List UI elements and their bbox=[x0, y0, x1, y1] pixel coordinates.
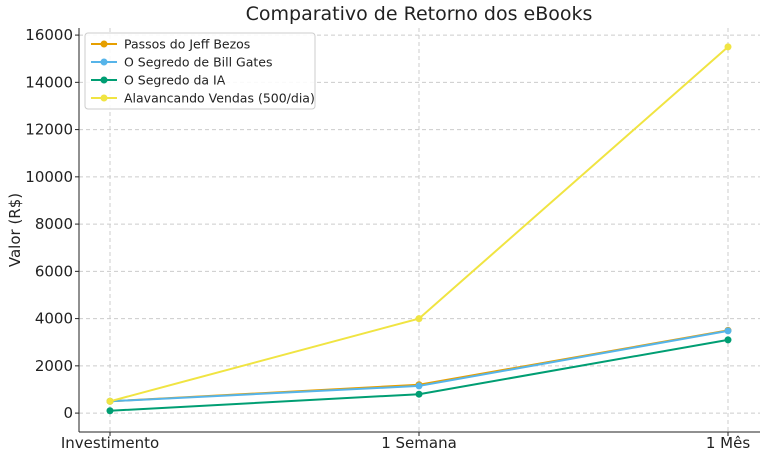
legend-swatch-marker bbox=[100, 76, 108, 84]
x-tick-label: Investimento bbox=[61, 434, 159, 452]
y-tick-label: 16000 bbox=[25, 26, 73, 44]
x-tick-labels: Investimento 1 Semana 1 Mês bbox=[61, 432, 750, 452]
y-tick-label: 14000 bbox=[25, 73, 73, 91]
legend-box bbox=[84, 32, 316, 110]
y-tick-label: 0 bbox=[63, 404, 73, 422]
legend-swatch-marker bbox=[100, 40, 108, 48]
legend-entry-label: Alavancando Vendas (500/dia) bbox=[124, 91, 315, 106]
data-point bbox=[724, 43, 732, 51]
data-point bbox=[724, 327, 732, 335]
chart-title: Comparativo de Retorno dos eBooks bbox=[246, 3, 593, 25]
y-tick-label: 10000 bbox=[25, 168, 73, 186]
legend: Passos do Jeff Bezos O Segredo de Bill Ga… bbox=[84, 32, 316, 110]
legend-swatch-marker bbox=[100, 58, 108, 66]
legend-swatch-marker bbox=[100, 94, 108, 102]
y-axis-label: Valor (R$) bbox=[6, 193, 24, 267]
y-tick-label: 2000 bbox=[35, 357, 73, 375]
series bbox=[106, 43, 732, 415]
legend-entry-label: Passos do Jeff Bezos bbox=[124, 37, 250, 52]
legend-entry-label: O Segredo da IA bbox=[124, 73, 226, 88]
series-4 bbox=[106, 43, 732, 405]
data-point bbox=[724, 336, 732, 344]
series-3 bbox=[106, 336, 732, 415]
data-point bbox=[415, 315, 423, 323]
data-point bbox=[415, 390, 423, 398]
x-tick-label: 1 Mês bbox=[706, 434, 750, 452]
data-point bbox=[106, 397, 114, 405]
data-point bbox=[415, 382, 423, 390]
y-tick-label: 8000 bbox=[35, 215, 73, 233]
x-tick-label: 1 Semana bbox=[381, 434, 457, 452]
legend-entry-label: O Segredo de Bill Gates bbox=[124, 55, 273, 70]
y-tick-label: 4000 bbox=[35, 310, 73, 328]
y-tick-label: 6000 bbox=[35, 262, 73, 280]
data-point bbox=[106, 407, 114, 415]
y-tick-label: 12000 bbox=[25, 121, 73, 139]
y-tick-labels: 0 2000 4000 6000 8000 10000 12000 14000 16000 bbox=[25, 26, 79, 422]
